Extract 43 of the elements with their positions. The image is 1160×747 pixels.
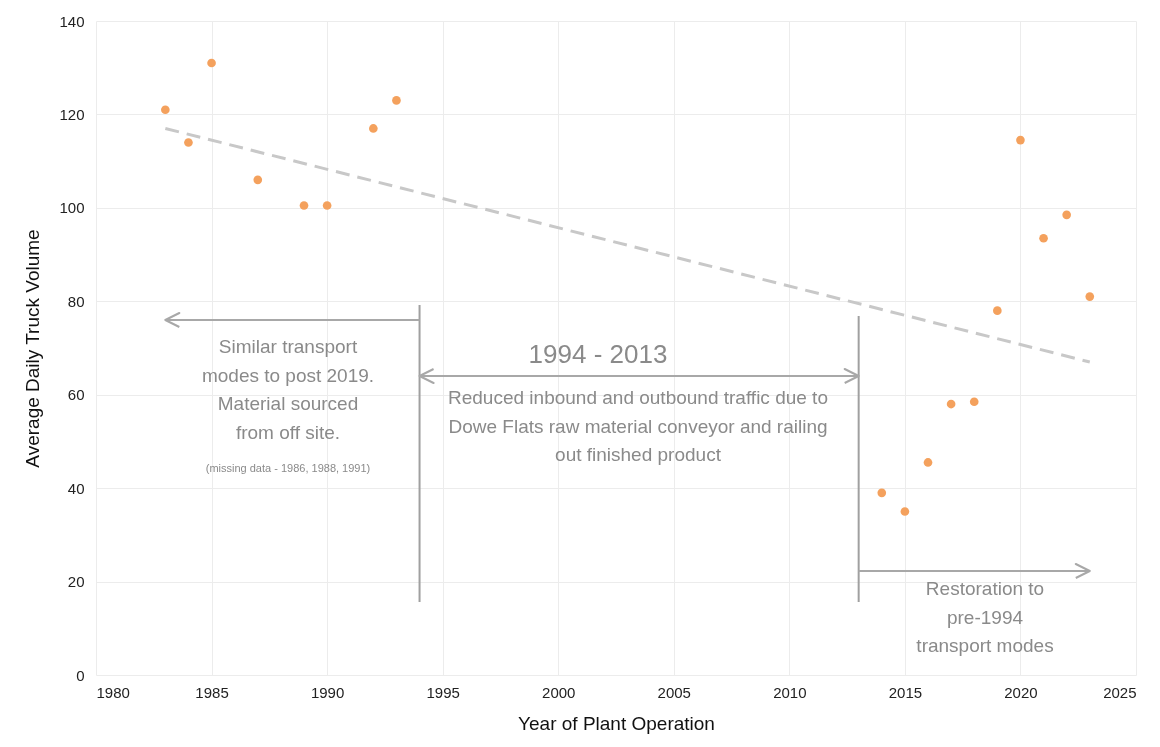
point xyxy=(1039,233,1048,243)
annotation: 1994 - 2013 xyxy=(528,339,668,369)
y-tick-label: 140 xyxy=(59,12,85,30)
point xyxy=(1062,210,1071,220)
point xyxy=(322,201,332,210)
y-tick-label: 0 xyxy=(76,666,85,684)
point xyxy=(299,201,309,210)
annotation: (missing data - 1986, 1988, 1991) xyxy=(205,462,371,474)
annotation: Similar transport modes to post 2019. Material sourced from off site. xyxy=(201,336,375,443)
x-tick-label: 1990 xyxy=(310,683,345,701)
x-tick-label: 2000 xyxy=(542,683,576,701)
point xyxy=(946,399,956,409)
x-tick-label: 2010 xyxy=(773,683,807,701)
y-tick-label: 80 xyxy=(67,292,85,310)
annotation: Restoration to pre-1994 transport modes xyxy=(916,578,1054,656)
y-tick-label: 20 xyxy=(67,573,85,591)
y-tick-label: 40 xyxy=(67,479,85,497)
point xyxy=(184,138,193,147)
point xyxy=(253,175,263,185)
point xyxy=(923,458,933,467)
point xyxy=(993,306,1002,315)
y-tick-label: 100 xyxy=(59,199,85,217)
point xyxy=(900,507,910,516)
x-axis-title: Year of Plant Operation xyxy=(518,712,715,734)
x-tick-label: 1985 xyxy=(195,683,229,701)
point xyxy=(1085,292,1095,301)
x-tick-label: 2015 xyxy=(888,683,923,701)
point xyxy=(969,397,979,407)
point xyxy=(161,105,170,115)
point xyxy=(877,488,887,498)
point xyxy=(392,96,401,105)
point xyxy=(1016,135,1025,145)
x-tick-label: 1980 xyxy=(96,683,130,701)
x-tick-label: 1995 xyxy=(426,683,460,701)
point xyxy=(369,124,378,133)
x-tick-label: 2025 xyxy=(1103,683,1137,701)
x-tick-label: 2020 xyxy=(1004,683,1038,701)
point xyxy=(207,58,216,68)
annotation: Reduced inbound and outbound traffic due to Dowe Flats raw material conveyor and railing out finished product xyxy=(448,387,828,465)
y-axis-title: Average Daily Truck Volume xyxy=(22,229,44,468)
x-tick-label: 2005 xyxy=(657,683,691,701)
y-tick-label: 120 xyxy=(59,105,85,123)
y-tick-label: 60 xyxy=(67,386,85,404)
